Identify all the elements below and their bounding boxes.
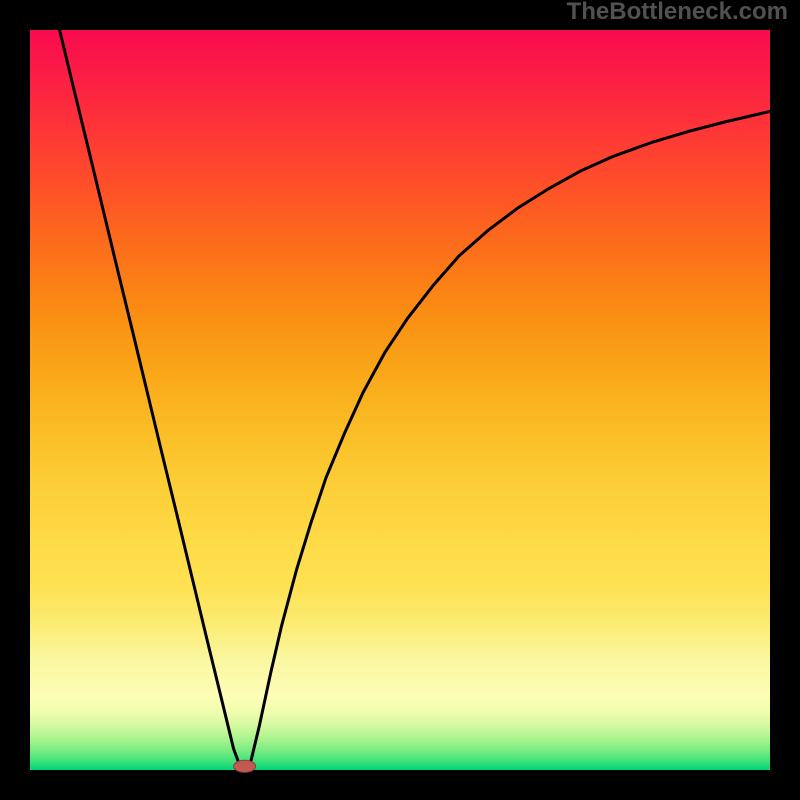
minimum-marker [234, 760, 256, 772]
bottleneck-chart: TheBottleneck.com [0, 0, 800, 800]
watermark-text: TheBottleneck.com [567, 0, 788, 25]
